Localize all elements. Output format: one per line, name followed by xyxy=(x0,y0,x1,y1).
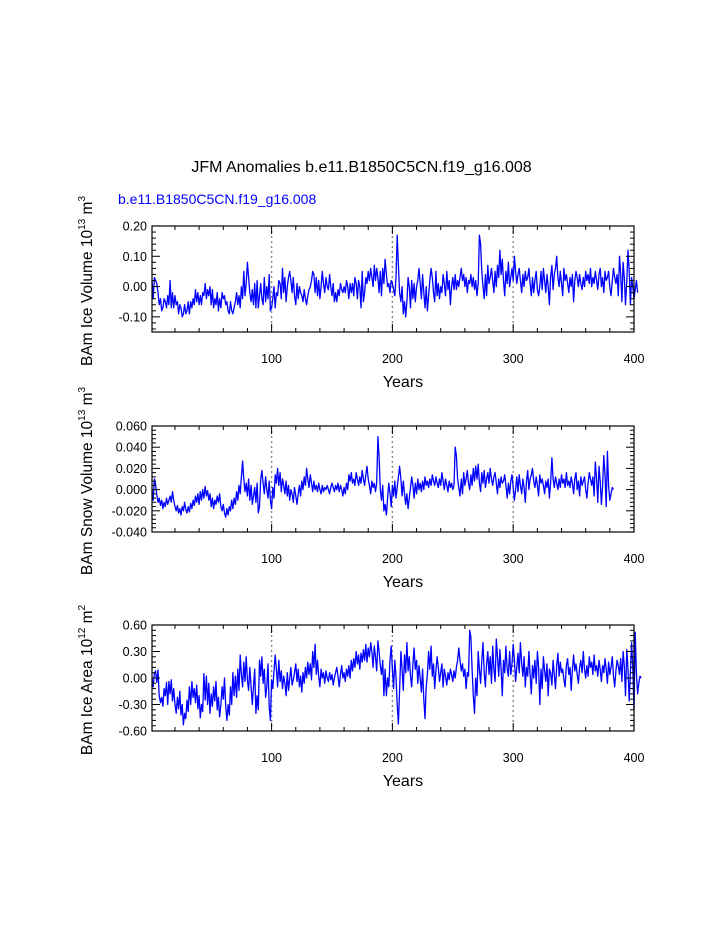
ice-volume-xlabel: Years xyxy=(383,374,423,391)
ice-volume-xtick-label: 200 xyxy=(382,352,403,366)
ice-volume-frame xyxy=(151,225,635,333)
ice-area-ylabel-unit-exponent: 2 xyxy=(77,604,88,610)
ice-area-ytick-label: 0.00 xyxy=(123,672,147,686)
ice-volume-ylabel-exponent: 13 xyxy=(77,218,88,230)
snow-volume-ytick-label: 0.060 xyxy=(116,420,147,434)
ice-volume-ylabel-text: BAm Ice Volume 10 xyxy=(79,230,96,367)
panels: -0.10 0.00 0.10 0.20 100 200 300 400 Years BAm Ic… xyxy=(77,196,644,790)
snow-volume-ytick-label: 0.000 xyxy=(116,483,147,497)
ice-area-xlabel: Years xyxy=(383,773,423,790)
ice-volume-xtick-label: 300 xyxy=(503,352,524,366)
ice-volume-series-line xyxy=(151,234,639,318)
snow-volume-xtick-label: 400 xyxy=(624,552,645,566)
ice-volume-ylabel-unit-exponent: 3 xyxy=(77,196,88,202)
ice-area-panel: -0.60 -0.30 0.00 0.30 0.60 100 200 300 400 Years B… xyxy=(77,604,644,790)
snow-volume-frame xyxy=(151,425,635,533)
snow-volume-ylabel-unit: m xyxy=(79,392,96,409)
ice-volume-ylabel: BAm Ice Volume 1013 m3 xyxy=(77,196,96,366)
ice-area-xtick-label: 100 xyxy=(261,751,282,765)
ice-area-ylabel-exponent: 12 xyxy=(77,627,88,639)
ice-area-ytick-label: -0.60 xyxy=(119,725,148,739)
ice-area-ylabel-unit: m xyxy=(79,610,96,627)
ice-area-series-line xyxy=(151,629,642,726)
ice-area-ytick-label: 0.60 xyxy=(123,619,147,633)
ice-area-xtick-label: 400 xyxy=(624,751,645,765)
ice-area-ytick-label: -0.30 xyxy=(119,698,148,712)
ice-volume-ytick-label: 0.20 xyxy=(123,220,147,234)
ice-volume-ytick-label: -0.10 xyxy=(119,310,148,324)
ice-volume-ylabel-unit: m xyxy=(79,202,96,219)
snow-volume-ytick-label: -0.040 xyxy=(112,526,147,540)
snow-volume-panel: -0.040 -0.020 0.000 0.020 0.040 0.060 100 200 30… xyxy=(77,386,644,591)
snow-volume-xtick-label: 200 xyxy=(382,552,403,566)
ice-area-xtick-label: 200 xyxy=(382,751,403,765)
snow-volume-xlabel: Years xyxy=(383,574,423,591)
figure-title: JFM Anomalies b.e11.B1850C5CN.f19_g16.00… xyxy=(191,159,531,176)
snow-volume-ylabel: BAm Snow Volume 1013 m3 xyxy=(77,386,96,575)
legend-label: b.e11.B1850C5CN.f19_g16.008 xyxy=(118,191,316,207)
ice-volume-xtick-label: 100 xyxy=(261,352,282,366)
ice-volume-xtick-label: 400 xyxy=(624,352,645,366)
ice-area-ylabel-text: BAm Ice Area 10 xyxy=(79,638,96,755)
snow-volume-ylabel-unit-exponent: 3 xyxy=(77,386,88,392)
snow-volume-series-line xyxy=(151,435,615,518)
ice-volume-ytick-label: 0.00 xyxy=(123,280,147,294)
snow-volume-xtick-label: 300 xyxy=(503,552,524,566)
snow-volume-xtick-label: 100 xyxy=(261,552,282,566)
snow-volume-ylabel-exponent: 13 xyxy=(77,409,88,421)
snow-volume-ytick-label: 0.020 xyxy=(116,462,147,476)
ice-area-ylabel: BAm Ice Area 1012 m2 xyxy=(77,604,96,755)
ice-volume-panel: -0.10 0.00 0.10 0.20 100 200 300 400 Years BAm Ic… xyxy=(77,196,644,391)
snow-volume-ytick-label: -0.020 xyxy=(112,504,147,518)
snow-volume-ylabel-text: BAm Snow Volume 10 xyxy=(79,420,96,575)
ice-area-xtick-label: 300 xyxy=(503,751,524,765)
ice-area-ytick-label: 0.30 xyxy=(123,645,147,659)
ice-volume-ytick-label: 0.10 xyxy=(123,250,147,264)
snow-volume-ytick-label: 0.040 xyxy=(116,441,147,455)
